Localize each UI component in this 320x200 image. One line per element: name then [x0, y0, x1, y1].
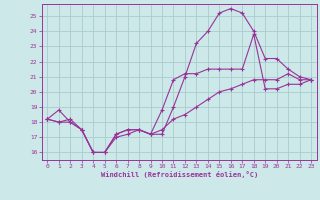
X-axis label: Windchill (Refroidissement éolien,°C): Windchill (Refroidissement éolien,°C)	[100, 171, 258, 178]
